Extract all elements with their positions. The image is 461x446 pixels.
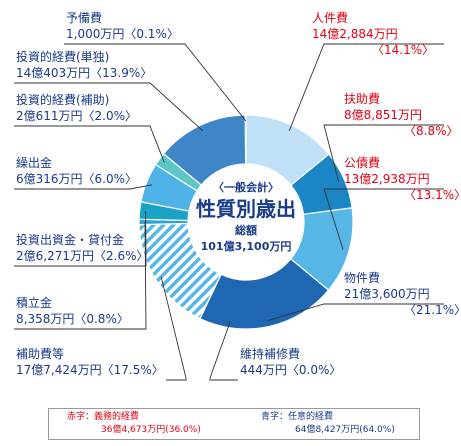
slice-label-value: 444万円〈0.0%〉 [240,363,341,377]
slice-label-name: 予備費 [66,10,102,25]
pie-slices [138,114,354,330]
slice-label-value: 8億8,851万円 [344,108,422,122]
slice-label-name: 物件費 [344,270,380,285]
leader-line [14,82,204,132]
slice-label-name: 投資的経費(単独) [16,49,109,64]
slice-label-value: 8,358万円〈0.8%〉 [16,312,129,326]
legend-mandatory: 赤字：義務的経費 36億4,673万円(36.0%) [67,411,201,437]
slice-label-value: 17億7,424万円〈17.5%〉 [16,363,164,377]
slice-label-value: 13億2,938万円 [344,172,430,186]
total-value: 101億3,100万円 [201,239,292,253]
leader-line [14,211,147,267]
leader-line [323,124,444,182]
leader-line [209,321,238,381]
legend-mandatory-label: 赤字：義務的経費 [67,412,140,422]
slice-label-name: 投資的経費(補助) [16,92,109,107]
total-label: 総額 [235,223,257,237]
chart-title: 性質別歳出 [196,197,296,221]
leader-line [267,303,444,322]
slice-label-percent: 〈13.1%〉 [404,188,461,202]
slice-label-percent: 〈14.1%〉 [372,43,434,57]
legend-discretionary-value: 64億8,427万円(64.0%) [295,425,395,435]
slice-label-percent: 〈8.8%〉 [404,124,459,138]
leader-line [288,43,444,131]
slice-labels: 人件費 14億2,884万円〈14.1%〉扶助費 8億8,851万円〈8.8%〉公債… [16,10,461,377]
leader-line [14,125,165,163]
slice-label-value: 1,000万円〈0.1%〉 [66,27,179,41]
legend: 赤字：義務的経費 36億4,673万円(36.0%) 青字：任意的経費 64億8… [48,408,420,440]
legend-mandatory-value: 36億4,673万円(36.0%) [101,425,201,435]
slice-label-name: 人件費 [312,10,348,25]
slice-label-name: 補助費等 [16,346,64,361]
slice-label-value: 14億403万円〈13.9%〉 [16,66,152,80]
slice-label-value: 21億3,600万円 [344,287,430,301]
leader-line [160,276,187,381]
leader-line [14,184,153,190]
slice-label-value: 2億6,271万円〈2.6%〉 [16,249,148,263]
legend-discretionary: 青字：任意的経費 64億8,427万円(64.0%) [261,411,395,437]
slice-label-name: 公債費 [344,155,380,170]
leader-lines [14,43,444,381]
slice-label-percent: 〈21.1%〉 [404,303,461,317]
slice-label-name: 維持補修費 [240,346,300,361]
slice-label-name: 投資出資金・貸付金 [16,232,124,247]
slice-label-name: 繰出金 [16,155,52,170]
slice-label-value: 6億316万円〈6.0%〉 [16,172,137,186]
leader-line [64,43,247,122]
slice-label-value: 2億611万円〈2.0%〉 [16,109,137,123]
center-text: 〈一般会計〉 性質別歳出 総額 101億3,100万円 [196,180,296,253]
leader-line [323,188,444,250]
chart-subtitle: 〈一般会計〉 [213,180,279,194]
slice-label-value: 14億2,884万円 [312,27,398,41]
pie-slice [244,114,247,165]
slice-label-name: 扶助費 [344,91,380,106]
leader-line [14,221,147,330]
legend-discretionary-label: 青字：任意的経費 [261,412,334,422]
slice-label-name: 積立金 [16,295,52,310]
